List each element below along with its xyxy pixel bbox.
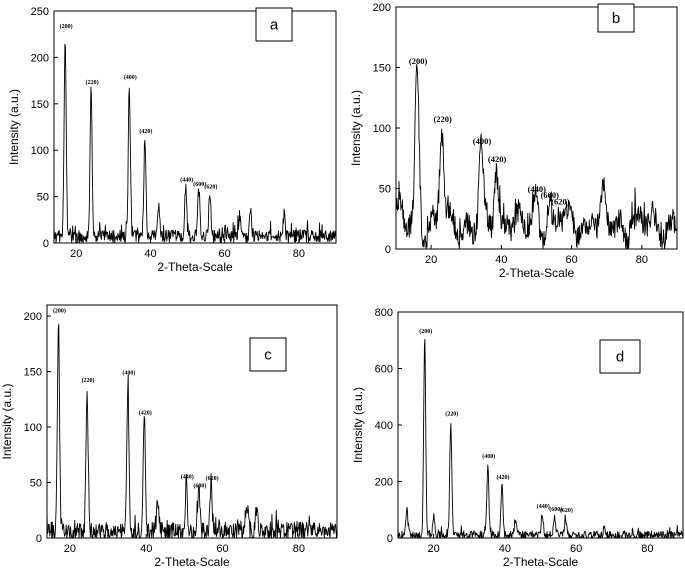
peak-label: (620) bbox=[560, 507, 573, 514]
peak-label: (440) bbox=[528, 184, 547, 194]
x-axis-title: 2-Theta-Scale bbox=[157, 260, 233, 274]
x-tick-label: 80 bbox=[293, 248, 305, 260]
peak-label: (600) bbox=[549, 506, 562, 513]
y-tick-label: 0 bbox=[387, 533, 393, 545]
peak-label: (400) bbox=[122, 369, 135, 376]
peak-label: (400) bbox=[473, 136, 492, 146]
peak-label: (420) bbox=[139, 409, 152, 416]
peak-label: (220) bbox=[433, 114, 452, 124]
peak-label: (600) bbox=[193, 181, 206, 188]
y-axis-title: Intensity (a.u.) bbox=[7, 89, 21, 165]
y-tick-label: 400 bbox=[375, 420, 393, 432]
x-tick-label: 20 bbox=[428, 543, 440, 555]
x-axis-title: 2-Theta-Scale bbox=[503, 555, 579, 569]
y-axis-title: Intensity (a.u.) bbox=[351, 387, 365, 463]
xrd-series-line bbox=[395, 63, 678, 249]
x-tick-label: 80 bbox=[641, 543, 653, 555]
peak-label: (440) bbox=[537, 503, 550, 510]
y-tick-label: 50 bbox=[30, 478, 42, 490]
panel-label-box bbox=[599, 339, 641, 374]
x-tick-label: 80 bbox=[636, 254, 648, 266]
y-tick-label: 200 bbox=[24, 311, 42, 323]
y-tick-label: 100 bbox=[31, 145, 49, 157]
y-tick-label: 0 bbox=[36, 533, 42, 545]
panel-label: d bbox=[616, 349, 624, 366]
peak-label: (620) bbox=[204, 184, 217, 191]
x-tick-label: 60 bbox=[570, 543, 582, 555]
xrd-series-line bbox=[397, 338, 684, 539]
peak-label: (420) bbox=[497, 474, 510, 481]
plot-frame bbox=[46, 304, 338, 539]
panel-label: b bbox=[612, 10, 620, 27]
x-tick-label: 60 bbox=[566, 254, 578, 266]
y-axis-title: Intensity (a.u.) bbox=[349, 90, 363, 166]
y-tick-label: 200 bbox=[31, 52, 49, 64]
chart-panel-c: 20 40 60 80 0 50 100 150 200 2-Theta-Scale Intensi… bbox=[0, 304, 338, 569]
y-tick-label: 0 bbox=[43, 238, 49, 250]
y-tick-label: 150 bbox=[373, 63, 391, 75]
x-tick-label: 40 bbox=[499, 543, 511, 555]
y-tick-label: 800 bbox=[375, 307, 393, 319]
x-tick-label: 80 bbox=[293, 543, 305, 555]
peak-label: (220) bbox=[445, 411, 458, 418]
y-tick-label: 200 bbox=[375, 477, 393, 489]
peak-label: (620) bbox=[551, 196, 570, 206]
peak-label: (420) bbox=[488, 154, 507, 164]
x-tick-label: 40 bbox=[495, 254, 507, 266]
y-tick-label: 50 bbox=[379, 184, 391, 196]
peak-label: (600) bbox=[541, 190, 560, 200]
x-axis-title: 2-Theta-Scale bbox=[154, 555, 230, 569]
peak-label: (440) bbox=[180, 176, 193, 183]
peak-label: (200) bbox=[419, 328, 432, 335]
x-tick-label: 40 bbox=[140, 543, 152, 555]
peak-label: (220) bbox=[82, 377, 95, 384]
x-tick-label: 60 bbox=[219, 248, 231, 260]
y-tick-label: 50 bbox=[37, 192, 49, 204]
x-tick-label: 60 bbox=[216, 543, 228, 555]
x-tick-label: 20 bbox=[64, 543, 76, 555]
panel-label-box bbox=[249, 337, 287, 372]
y-tick-label: 150 bbox=[24, 367, 42, 379]
panel-label-box bbox=[255, 7, 293, 42]
peak-label: (400) bbox=[482, 453, 495, 460]
y-tick-label: 150 bbox=[31, 99, 49, 111]
peak-label: (600) bbox=[193, 483, 206, 490]
x-tick-label: 40 bbox=[144, 248, 156, 260]
chart-panel-d: 20 40 60 8002004006008002-Theta-ScaleIntens… bbox=[351, 307, 684, 569]
chart-panel-a: 20 40 60 80 0 50 100 150 200 250 2-Theta-Scale Inte… bbox=[7, 6, 337, 274]
panel-label-box bbox=[597, 3, 635, 33]
y-tick-label: 100 bbox=[373, 123, 391, 135]
peak-label: (420) bbox=[139, 128, 152, 135]
y-tick-label: 200 bbox=[373, 2, 391, 14]
y-tick-label: 250 bbox=[31, 6, 49, 18]
peak-label: (200) bbox=[53, 307, 66, 314]
panel-label: c bbox=[264, 347, 272, 364]
xrd-series-line bbox=[46, 323, 337, 538]
y-tick-label: 100 bbox=[24, 422, 42, 434]
chart-panel-b: 20 40 60 80 0 50 100 150 200 2-Theta-Scale Intensi… bbox=[349, 2, 678, 280]
xrd-series-line bbox=[53, 43, 337, 243]
x-axis-title: 2-Theta-Scale bbox=[499, 266, 575, 280]
y-axis-title: Intensity (a.u.) bbox=[0, 383, 14, 459]
panel-label: a bbox=[270, 17, 279, 34]
plot-frame bbox=[53, 10, 337, 244]
y-tick-label: 600 bbox=[375, 364, 393, 376]
peak-label: (200) bbox=[60, 23, 73, 30]
peak-label: (220) bbox=[86, 79, 99, 86]
y-tick-label: 0 bbox=[385, 244, 391, 256]
x-tick-label: 20 bbox=[70, 248, 82, 260]
peak-label: (620) bbox=[206, 475, 219, 482]
peak-label: (440) bbox=[181, 474, 194, 481]
x-tick-label: 20 bbox=[425, 254, 437, 266]
peak-label: (200) bbox=[409, 56, 428, 66]
peak-label: (400) bbox=[124, 74, 137, 81]
